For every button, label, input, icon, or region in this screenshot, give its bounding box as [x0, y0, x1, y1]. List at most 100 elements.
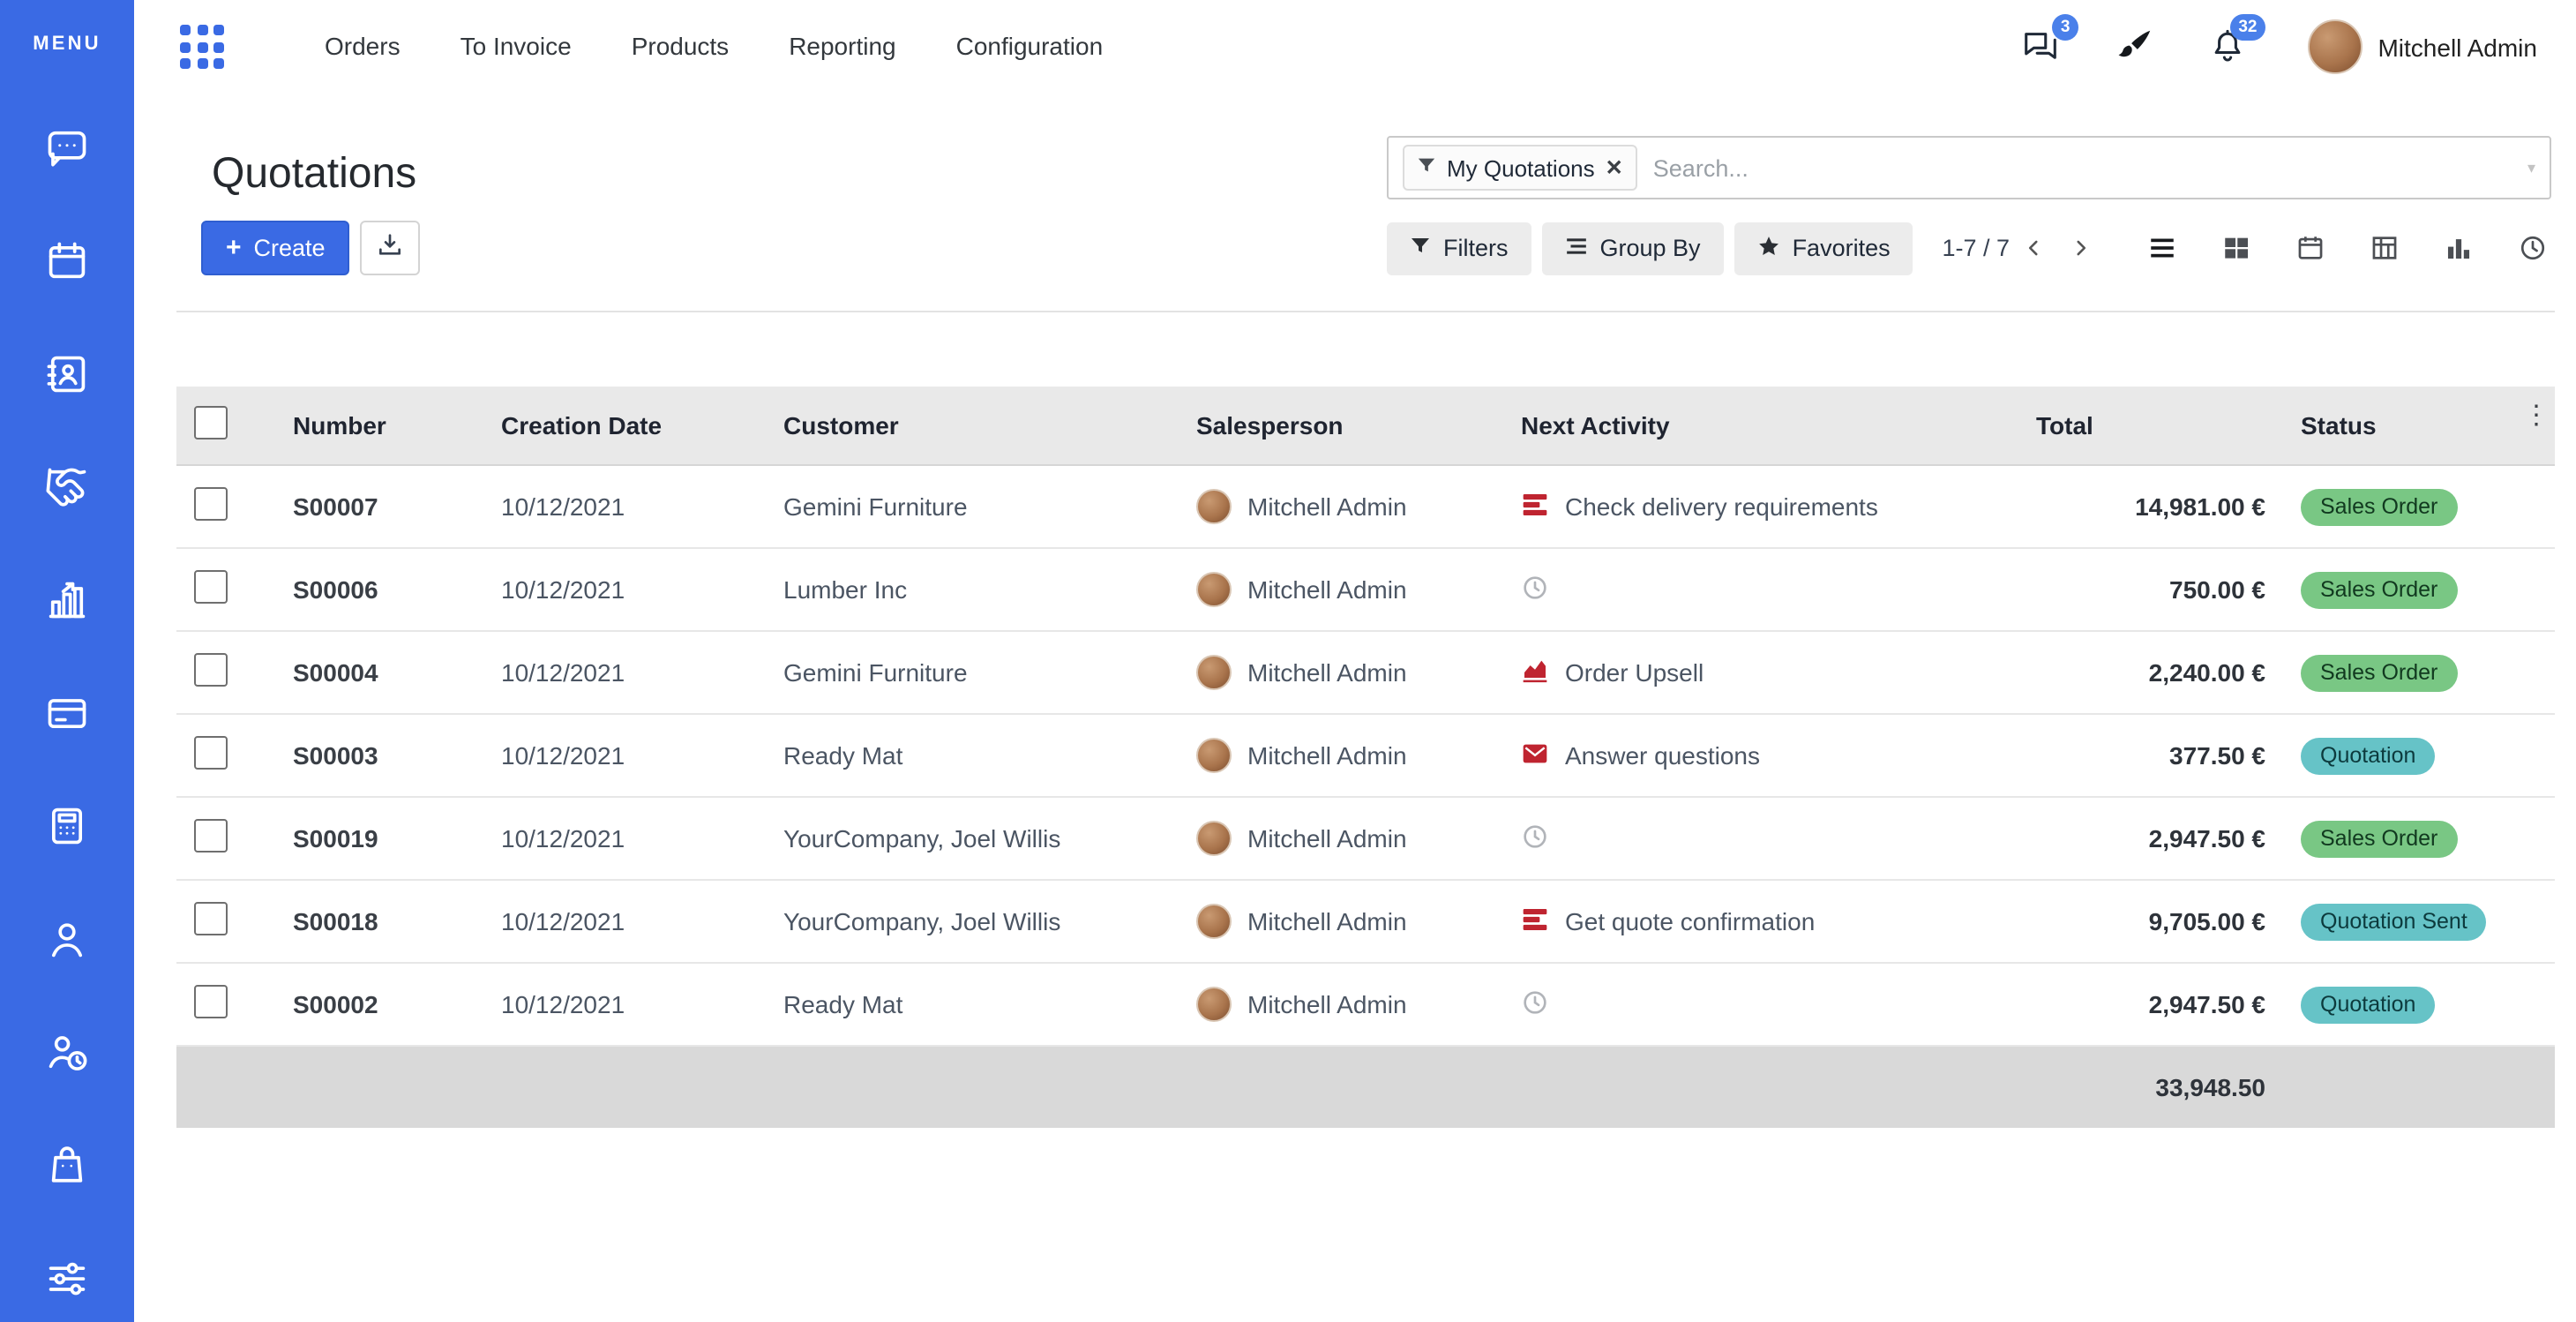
- sidebar-item-purchase[interactable]: [42, 1145, 92, 1191]
- download-icon: [377, 231, 405, 265]
- row-checkbox[interactable]: [194, 985, 228, 1018]
- column-next-activity[interactable]: Next Activity: [1503, 387, 2018, 466]
- export-button[interactable]: [360, 221, 421, 275]
- pager-previous-icon[interactable]: [2010, 229, 2057, 267]
- calculator-icon: [44, 802, 90, 857]
- column-creation-date[interactable]: Creation Date: [483, 387, 766, 466]
- funnel-icon: [1410, 235, 1431, 261]
- page-title: Quotations: [212, 150, 417, 198]
- sidebar-item-employees[interactable]: [42, 920, 92, 965]
- user-icon: [44, 915, 90, 970]
- clock-icon: [1521, 822, 1549, 855]
- quotation-number: S00018: [275, 880, 483, 964]
- favorites-button[interactable]: Favorites: [1734, 222, 1913, 274]
- row-checkbox[interactable]: [194, 570, 228, 604]
- table-row[interactable]: S00019 10/12/2021 YourCompany, Joel Will…: [176, 797, 2555, 881]
- customer-name: Gemini Furniture: [766, 631, 1179, 715]
- bell-icon[interactable]: 32: [2206, 14, 2265, 67]
- activity-cell[interactable]: [1521, 573, 2001, 606]
- activity-cell[interactable]: [1521, 988, 2001, 1021]
- row-checkbox[interactable]: [194, 902, 228, 935]
- creation-date: 10/12/2021: [483, 631, 766, 715]
- column-number[interactable]: Number: [275, 387, 483, 466]
- activity-cell[interactable]: [1521, 822, 2001, 855]
- column-salesperson[interactable]: Salesperson: [1179, 387, 1503, 466]
- optional-columns-icon[interactable]: ⋮: [2523, 401, 2550, 431]
- activity-label: Get quote confirmation: [1565, 907, 1816, 935]
- search-dropdown-caret-icon[interactable]: ▾: [2527, 158, 2535, 176]
- sidebar-item-contacts[interactable]: [42, 355, 92, 401]
- brush-icon[interactable]: [2113, 26, 2153, 67]
- pivot-view-icon[interactable]: [2366, 229, 2403, 267]
- pager-next-icon[interactable]: [2057, 229, 2105, 267]
- sidebar-item-crm[interactable]: [42, 467, 92, 514]
- shopping-bag-icon: [44, 1141, 90, 1196]
- column-total[interactable]: Total: [2018, 387, 2283, 466]
- create-label: Create: [253, 235, 326, 261]
- select-all-checkbox[interactable]: [194, 406, 228, 439]
- activity-cell[interactable]: Check delivery requirements: [1521, 490, 2001, 523]
- envelope-icon: [1521, 739, 1549, 772]
- sidebar-item-settings[interactable]: [42, 1258, 92, 1304]
- column-status[interactable]: Status: [2283, 387, 2555, 466]
- activity-view-icon[interactable]: [2514, 229, 2551, 267]
- messages-badge: 3: [2052, 14, 2078, 40]
- salesperson-avatar: [1196, 738, 1232, 773]
- table-row[interactable]: S00018 10/12/2021 YourCompany, Joel Will…: [176, 880, 2555, 964]
- sidebar-item-attendances[interactable]: [42, 1033, 92, 1078]
- create-button[interactable]: + Create: [201, 221, 350, 275]
- user-name[interactable]: Mitchell Admin: [2378, 33, 2537, 61]
- nav-orders[interactable]: Orders: [325, 32, 401, 60]
- sidebar-item-sales[interactable]: [42, 581, 92, 627]
- row-checkbox[interactable]: [194, 487, 228, 521]
- graph-view-icon[interactable]: [2440, 229, 2477, 267]
- search-box[interactable]: My Quotations ✕ ▾: [1387, 136, 2551, 199]
- remove-facet-icon[interactable]: ✕: [1605, 155, 1623, 180]
- nav-products[interactable]: Products: [631, 32, 730, 60]
- tasks-icon: [1521, 905, 1549, 938]
- filters-button[interactable]: Filters: [1387, 222, 1531, 274]
- table-row[interactable]: S00004 10/12/2021 Gemini Furniture Mitch…: [176, 631, 2555, 715]
- group-by-button[interactable]: Group By: [1541, 222, 1724, 274]
- messages-icon[interactable]: 3: [2019, 14, 2078, 67]
- table-row[interactable]: S00006 10/12/2021 Lumber Inc Mitchell Ad…: [176, 548, 2555, 632]
- salesperson-name: Mitchell Admin: [1247, 741, 1407, 770]
- column-customer[interactable]: Customer: [766, 387, 1179, 466]
- sidebar-item-calendar[interactable]: [42, 241, 92, 288]
- calendar-view-icon[interactable]: [2292, 229, 2329, 267]
- salesperson-name: Mitchell Admin: [1247, 824, 1407, 853]
- salesperson-avatar: [1196, 572, 1232, 607]
- row-checkbox[interactable]: [194, 653, 228, 687]
- customer-name: Ready Mat: [766, 963, 1179, 1047]
- sidebar-item-point-of-sale[interactable]: [42, 694, 92, 740]
- list-view-icon[interactable]: [2144, 229, 2181, 267]
- clock-icon: [1521, 573, 1549, 606]
- quotation-number: S00019: [275, 797, 483, 881]
- row-checkbox[interactable]: [194, 819, 228, 853]
- quotation-number: S00006: [275, 548, 483, 632]
- table-footer-row: 33,948.50: [176, 1046, 2555, 1128]
- customer-name: Gemini Furniture: [766, 465, 1179, 549]
- table-row[interactable]: S00002 10/12/2021 Ready Mat Mitchell Adm…: [176, 963, 2555, 1047]
- activity-cell[interactable]: Get quote confirmation: [1521, 905, 2001, 938]
- nav-reporting[interactable]: Reporting: [789, 32, 896, 60]
- activity-label: Answer questions: [1565, 741, 1761, 770]
- table-row[interactable]: S00007 10/12/2021 Gemini Furniture Mitch…: [176, 465, 2555, 549]
- customer-name: YourCompany, Joel Willis: [766, 880, 1179, 964]
- user-avatar[interactable]: [2307, 19, 2363, 74]
- nav-configuration[interactable]: Configuration: [955, 32, 1104, 60]
- sidebar-item-discuss[interactable]: [42, 129, 92, 175]
- search-input[interactable]: [1636, 154, 2520, 181]
- sliders-icon: [44, 1254, 90, 1309]
- activity-cell[interactable]: Answer questions: [1521, 739, 2001, 772]
- sidebar-item-accounting[interactable]: [42, 807, 92, 853]
- table-row[interactable]: S00003 10/12/2021 Ready Mat Mitchell Adm…: [176, 714, 2555, 798]
- customer-name: YourCompany, Joel Willis: [766, 797, 1179, 881]
- nav-to-invoice[interactable]: To Invoice: [460, 32, 572, 60]
- activity-cell[interactable]: Order Upsell: [1521, 656, 2001, 689]
- search-facet[interactable]: My Quotations ✕: [1403, 145, 1637, 191]
- kanban-view-icon[interactable]: [2218, 229, 2255, 267]
- row-checkbox[interactable]: [194, 736, 228, 770]
- apps-grid-icon[interactable]: [180, 25, 224, 69]
